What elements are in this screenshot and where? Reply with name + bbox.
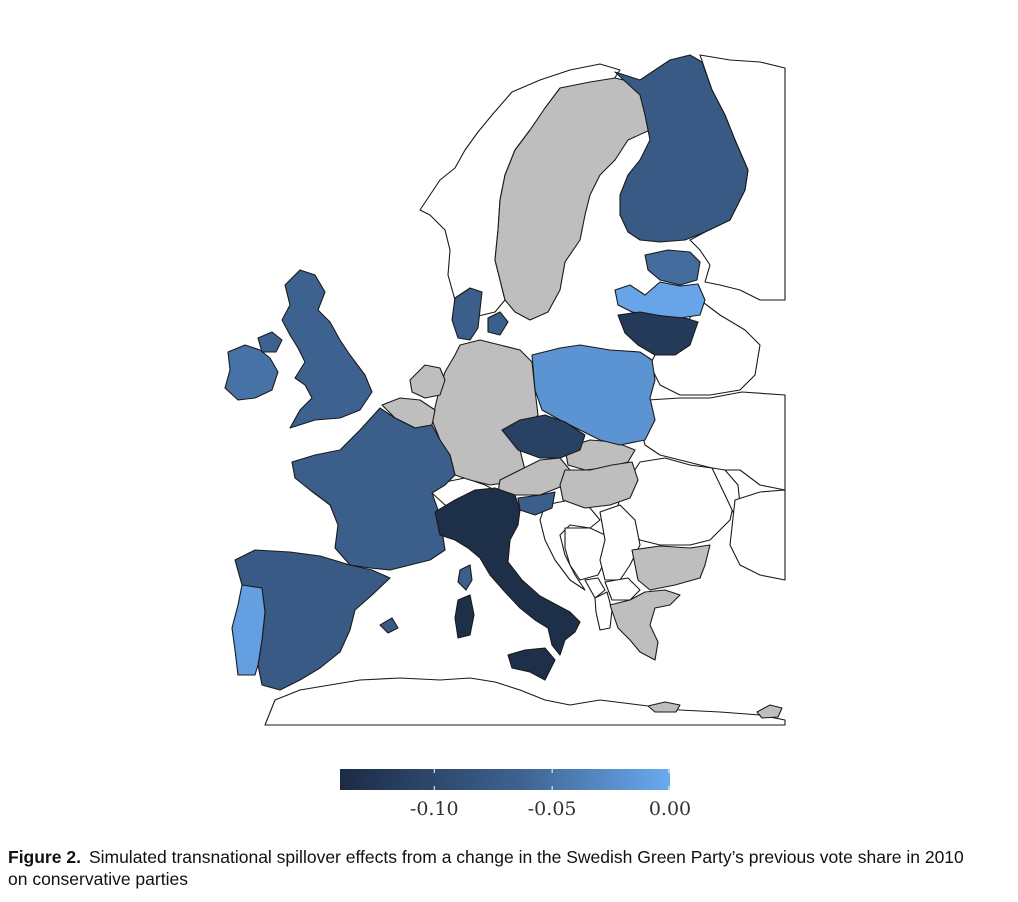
country-greece-crete [647,701,681,713]
country-denmark [451,287,483,341]
caption-line-1: Simulated transnational spillover effect… [88,847,964,867]
country-lithuania [617,311,699,356]
country-croatia [539,499,601,591]
country-portugal [231,584,266,676]
country-north-africa [264,677,786,726]
country-sicily [507,647,556,681]
country-poland [531,344,656,446]
colorbar-tick-label: -0.10 [410,798,459,820]
country-czech-republic [501,414,586,459]
country-greece [609,589,681,661]
country-bosnia [564,527,609,581]
country-ukraine [639,391,786,491]
country-latvia [614,281,706,319]
colorbar: -0.10 -0.05 0.00 [340,769,691,820]
country-montenegro [584,577,606,599]
country-slovakia [564,439,636,471]
country-bulgaria [631,544,711,591]
country-sardinia [454,594,475,639]
country-ireland [224,344,279,401]
country-macedonia [604,577,641,601]
figure-caption: Figure 2. Simulated transnational spillov… [8,846,1008,890]
country-denmark-zealand [487,311,509,336]
country-united-kingdom [281,269,373,429]
europe-map [224,54,786,726]
figure-label: Figure 2. [8,847,81,867]
country-turkey [729,489,786,581]
country-italy [434,487,581,656]
country-balearic-islands [379,617,399,634]
colorbar-ticks: -0.10 -0.05 0.00 [410,769,691,820]
country-france [291,407,456,571]
country-estonia [644,249,701,286]
country-finland [614,54,749,243]
country-northern-ireland [257,331,283,353]
country-serbia [599,504,641,581]
country-corsica [457,564,473,591]
colorbar-tick-label: 0.00 [649,798,691,820]
caption-line-2: on conservative parties [8,869,188,889]
country-netherlands [409,364,446,399]
country-cyprus [756,704,783,719]
colorbar-tick-label: -0.05 [528,798,577,820]
colorbar-gradient [340,769,670,790]
country-hungary [559,461,639,509]
country-albania [594,591,613,631]
